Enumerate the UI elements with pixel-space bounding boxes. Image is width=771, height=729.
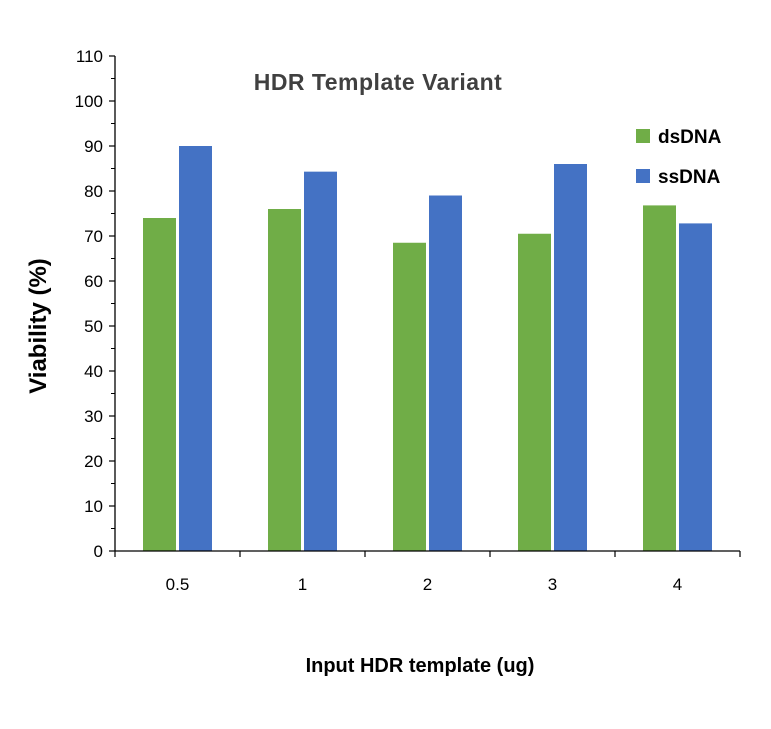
legend: dsDNA ssDNA <box>636 127 722 188</box>
y-tick-label-110: 110 <box>76 47 103 66</box>
y-axis-title: Viability (%) <box>25 258 52 394</box>
x-tick-label-3: 3 <box>548 575 557 594</box>
bar-dsdna-3 <box>518 233 551 551</box>
y-tick-label-0: 0 <box>94 542 103 561</box>
y-tick-label-20: 20 <box>84 452 103 471</box>
x-axis-title: Input HDR template (ug) <box>306 655 535 677</box>
y-tick-label-50: 50 <box>84 317 103 336</box>
y-tick-label-10: 10 <box>84 497 103 516</box>
y-tick-label-70: 70 <box>84 227 103 246</box>
legend-label-ssdna: ssDNA <box>658 167 721 188</box>
axes-group: 0 10 20 30 40 50 60 70 80 90 100 110 0.5 1 2 3 4 <box>75 47 741 594</box>
y-tick-label-100: 100 <box>75 92 103 111</box>
bar-ssdna-1 <box>304 171 337 551</box>
x-tick-label-4: 4 <box>673 575 682 594</box>
bar-ssdna-3 <box>554 164 587 551</box>
y-tick-label-80: 80 <box>84 182 103 201</box>
chart-title: HDR Template Variant <box>254 69 503 95</box>
x-tick-label-0.5: 0.5 <box>166 575 190 594</box>
legend-label-dsdna: dsDNA <box>658 127 722 148</box>
y-tick-label-40: 40 <box>84 362 103 381</box>
bars-group <box>143 146 712 551</box>
y-tick-label-60: 60 <box>84 272 103 291</box>
bar-dsdna-1 <box>268 209 301 551</box>
x-tick-label-1: 1 <box>298 575 307 594</box>
y-tick-label-90: 90 <box>84 137 103 156</box>
x-tick-label-2: 2 <box>423 575 432 594</box>
legend-swatch-dsdna <box>636 129 650 143</box>
bar-ssdna-4 <box>679 223 712 551</box>
bar-ssdna-2 <box>429 195 462 551</box>
bar-dsdna-0.5 <box>143 218 176 551</box>
y-tick-label-30: 30 <box>84 407 103 426</box>
bar-dsdna-2 <box>393 242 426 551</box>
bar-dsdna-4 <box>643 205 676 551</box>
bar-ssdna-0.5 <box>179 146 212 551</box>
legend-swatch-ssdna <box>636 169 650 183</box>
